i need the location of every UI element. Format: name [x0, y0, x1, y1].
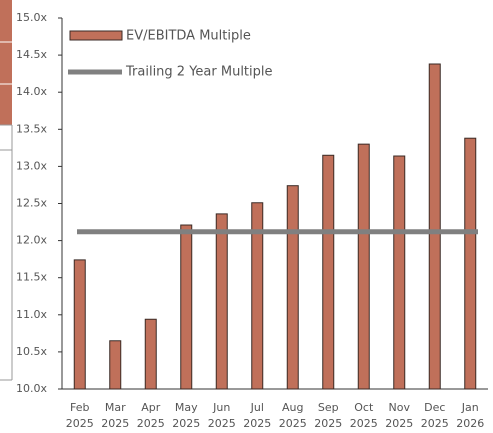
y-tick-label: 13.5x [16, 122, 47, 135]
bar [286, 185, 299, 390]
bar [180, 224, 193, 390]
bar [144, 318, 157, 390]
x-tick-label: Nov 2025 [385, 401, 414, 430]
x-tick-label: Mar 2025 [101, 401, 130, 430]
x-tick-label: Feb 2025 [65, 401, 94, 430]
bar [109, 340, 122, 390]
y-tick-label: 10.5x [16, 345, 47, 358]
x-tick-label: Jul 2025 [243, 401, 272, 430]
x-tick-label: Aug 2025 [278, 401, 307, 430]
legend-swatch [69, 30, 123, 41]
y-tick-label: 14.0x [16, 85, 47, 98]
bar [393, 155, 406, 390]
bar [464, 137, 477, 390]
legend-label: EV/EBITDA Multiple [126, 29, 251, 44]
x-tick-label: Dec 2025 [420, 401, 449, 430]
y-tick-label: 12.5x [16, 197, 47, 210]
side-strip [0, 0, 12, 125]
x-tick-label: Jun 2025 [207, 401, 236, 430]
x-tick-label: May 2025 [172, 401, 201, 430]
y-tick-label: 10.0x [16, 382, 47, 395]
y-tick-label: 11.5x [16, 271, 47, 284]
bar [215, 213, 228, 390]
bar [357, 143, 370, 390]
bar [73, 259, 86, 390]
bar [251, 202, 264, 390]
bar [428, 63, 441, 390]
y-tick-label: 14.5x [16, 48, 47, 61]
x-tick-label: Jan 2026 [456, 401, 485, 430]
bar [322, 154, 335, 390]
x-tick-label: Oct 2025 [349, 401, 378, 430]
y-tick-label: 11.0x [16, 308, 47, 321]
x-tick-label: Apr 2025 [136, 401, 165, 430]
x-tick-label: Sep 2025 [314, 401, 343, 430]
legend-label: Trailing 2 Year Multiple [125, 65, 273, 80]
y-tick-label: 13.0x [16, 159, 47, 172]
y-tick-label: 12.0x [16, 234, 47, 247]
y-tick-label: 15.0x [16, 11, 47, 24]
